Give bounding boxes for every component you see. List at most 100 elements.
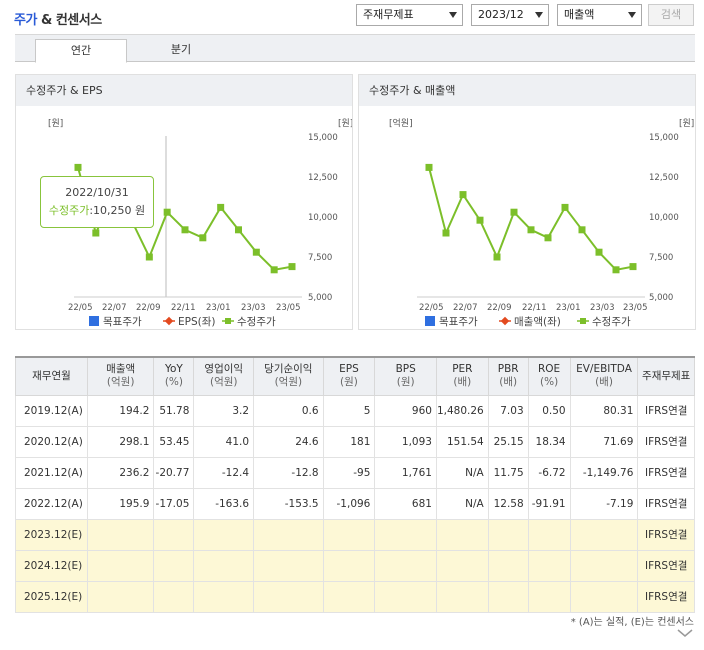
column-header-unit: (억원) bbox=[106, 376, 135, 389]
x-tick-label: 22/09 bbox=[136, 303, 161, 313]
search-button[interactable]: 검색 bbox=[648, 4, 694, 26]
data-point[interactable] bbox=[217, 203, 225, 211]
data-point[interactable] bbox=[595, 248, 603, 256]
period-select[interactable]: 2023/12 bbox=[471, 4, 549, 26]
square-blue-icon bbox=[425, 316, 435, 326]
right-axis-ticks: 15,000 12,500 10,000 7,500 5,000 bbox=[649, 133, 679, 303]
column-header-unit: (원) bbox=[340, 376, 358, 389]
legend-label[interactable]: 수정주가 bbox=[237, 316, 276, 328]
legend-label[interactable]: 목표주가 bbox=[103, 316, 142, 328]
diamond-red-icon bbox=[164, 316, 174, 326]
x-axis-ticks: 22/05 22/07 22/09 22/11 23/01 23/03 23/0… bbox=[68, 303, 301, 313]
right-axis-unit: [원] bbox=[679, 118, 694, 129]
table-row: 2020.12(A) 298.1 53.45 41.0 24.6 181 1,093 151.… bbox=[15, 425, 695, 458]
table-cell bbox=[435, 549, 489, 582]
data-point[interactable] bbox=[270, 266, 278, 274]
price-series bbox=[425, 163, 637, 274]
table-cell: -95 bbox=[322, 456, 376, 489]
tab-quarterly[interactable]: 분기 bbox=[170, 43, 192, 56]
x-tick-label: 23/03 bbox=[241, 303, 266, 313]
table-row: 2023.12(E) IFRS연결 bbox=[15, 518, 695, 551]
legend-label[interactable]: 수정주가 bbox=[592, 316, 631, 328]
right-axis-ticks: 15,000 12,500 10,000 7,500 5,000 bbox=[308, 133, 338, 303]
table-cell bbox=[374, 518, 437, 551]
table-cell bbox=[322, 549, 376, 582]
tooltip-label: 수정주가 bbox=[48, 204, 90, 217]
table-cell: 1,761 bbox=[374, 456, 437, 489]
legend-label[interactable]: EPS(좌) bbox=[178, 316, 215, 328]
data-point[interactable] bbox=[510, 208, 518, 216]
data-point[interactable] bbox=[199, 234, 207, 242]
metric-select[interactable]: 매출액 bbox=[557, 4, 642, 26]
table-cell: IFRS연결 bbox=[637, 487, 695, 520]
table-cell: -20.77 bbox=[153, 456, 195, 489]
report-type-select[interactable]: 주재무제표 bbox=[356, 4, 463, 26]
data-point[interactable] bbox=[442, 229, 450, 237]
table-cell: 2019.12(A) bbox=[15, 394, 88, 427]
column-header: EPS (원) bbox=[322, 356, 376, 396]
column-header-name: ROE bbox=[538, 363, 561, 376]
data-point[interactable] bbox=[544, 234, 552, 242]
table-cell: -1,096 bbox=[322, 487, 376, 520]
table-cell: IFRS연결 bbox=[637, 518, 695, 551]
chevron-down-icon[interactable] bbox=[676, 628, 694, 638]
y-tick-label: 12,500 bbox=[649, 173, 679, 183]
legend-label[interactable]: 매출액(좌) bbox=[514, 316, 561, 328]
table-cell: -91.91 bbox=[527, 487, 571, 520]
data-point[interactable] bbox=[163, 208, 171, 216]
data-point[interactable] bbox=[145, 253, 153, 261]
x-tick-label: 22/11 bbox=[171, 303, 196, 313]
table-cell: 2021.12(A) bbox=[15, 456, 88, 489]
table-cell bbox=[86, 580, 155, 613]
table-cell: -153.5 bbox=[253, 487, 324, 520]
column-header: 당기순이익 (억원) bbox=[253, 356, 324, 396]
table-row: 2024.12(E) IFRS연결 bbox=[15, 549, 695, 582]
data-point[interactable] bbox=[612, 266, 620, 274]
data-point[interactable] bbox=[493, 253, 501, 261]
legend-label[interactable]: 목표주가 bbox=[439, 316, 478, 328]
chart-title: 수정주가 & 매출액 bbox=[359, 75, 695, 106]
table-cell: 1,480.26 bbox=[435, 394, 489, 427]
table-cell: -17.05 bbox=[153, 487, 195, 520]
table-cell bbox=[569, 549, 639, 582]
table-cell bbox=[153, 518, 195, 551]
data-point[interactable] bbox=[235, 226, 242, 234]
data-point[interactable] bbox=[629, 263, 637, 271]
table-cell: 25.15 bbox=[487, 425, 529, 458]
data-point[interactable] bbox=[181, 226, 189, 234]
data-point[interactable] bbox=[527, 226, 535, 234]
table-row: 2022.12(A) 195.9 -17.05 -163.6 -153.5 -1,096 6… bbox=[15, 487, 695, 520]
table-cell bbox=[322, 518, 376, 551]
column-header-name: 영업이익 bbox=[204, 363, 244, 376]
data-point[interactable] bbox=[92, 229, 100, 237]
data-point[interactable] bbox=[288, 263, 296, 271]
column-header: PER (배) bbox=[435, 356, 489, 396]
footnote: * (A)는 실적, (E)는 컨센서스 bbox=[570, 617, 694, 628]
column-header: 영업이익 (억원) bbox=[193, 356, 255, 396]
data-point[interactable] bbox=[252, 248, 260, 256]
x-tick-label: 23/01 bbox=[206, 303, 231, 313]
data-point[interactable] bbox=[561, 203, 569, 211]
column-header-name: YoY bbox=[164, 363, 183, 376]
column-header: PBR (배) bbox=[487, 356, 529, 396]
chevron-down-icon bbox=[628, 12, 636, 18]
table-cell bbox=[86, 549, 155, 582]
data-point[interactable] bbox=[459, 191, 467, 199]
x-tick-label: 23/05 bbox=[276, 303, 301, 313]
table-cell bbox=[374, 580, 437, 613]
table-row: 2019.12(A) 194.2 51.78 3.2 0.6 5 960 1,480.26 7.… bbox=[15, 394, 695, 427]
table-cell: 2024.12(E) bbox=[15, 549, 88, 582]
column-header-name: PBR bbox=[497, 363, 519, 376]
data-point[interactable] bbox=[476, 216, 484, 224]
data-point[interactable] bbox=[425, 163, 433, 171]
x-tick-label: 23/01 bbox=[556, 303, 581, 313]
data-point[interactable] bbox=[74, 163, 82, 171]
y-tick-label: 7,500 bbox=[308, 253, 332, 263]
column-header-name: EV/EBITDA bbox=[576, 363, 632, 376]
column-header: EV/EBITDA (배) bbox=[569, 356, 639, 396]
chevron-down-icon bbox=[449, 12, 457, 18]
data-point[interactable] bbox=[578, 226, 586, 234]
tab-annual[interactable]: 연간 bbox=[35, 39, 127, 63]
table-cell: -12.8 bbox=[253, 456, 324, 489]
table-cell bbox=[322, 580, 376, 613]
